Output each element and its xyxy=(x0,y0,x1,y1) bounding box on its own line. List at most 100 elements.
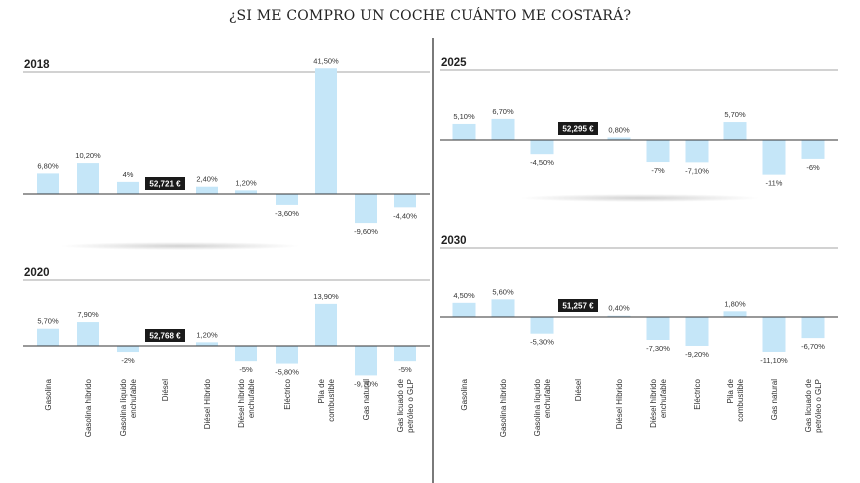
bar xyxy=(607,315,631,317)
bar xyxy=(196,342,218,346)
reference-price-box xyxy=(558,299,598,312)
data-label: -5,30% xyxy=(530,338,554,347)
chart-title: ¿SI ME COMPRO UN COCHE CUÁNTO ME COSTARÁ… xyxy=(228,8,632,24)
data-label: 5,10% xyxy=(453,112,475,121)
bar xyxy=(491,118,515,140)
data-label: -4,50% xyxy=(530,158,554,167)
data-label: -9,20% xyxy=(685,350,709,359)
bar xyxy=(77,322,99,346)
bar xyxy=(685,317,709,346)
data-label: -9,70% xyxy=(354,379,378,388)
bar xyxy=(530,140,554,155)
panel-year: 2025 xyxy=(441,57,467,69)
category-label: Gasolina líquido xyxy=(533,378,542,436)
reference-price-box xyxy=(145,177,185,190)
panel-shadow xyxy=(60,242,300,250)
data-label: -11% xyxy=(766,179,783,188)
category-label: Gasolina xyxy=(460,378,469,410)
bar xyxy=(452,123,476,140)
category-label: enchufable xyxy=(659,378,668,418)
category-label: Gasolina xyxy=(44,378,53,410)
bar xyxy=(801,140,825,159)
category-label: Pila de xyxy=(317,378,326,403)
data-label: -7,10% xyxy=(685,166,709,175)
data-label: 2,40% xyxy=(196,175,218,184)
category-label: Diésel Híbrido xyxy=(615,378,624,429)
data-label: 13,90% xyxy=(313,292,339,301)
bar xyxy=(530,317,554,334)
data-label: -7% xyxy=(651,166,665,175)
data-label: 0,80% xyxy=(608,125,630,134)
data-label: -5% xyxy=(239,365,253,374)
data-label: -5% xyxy=(398,365,412,374)
data-label: 6,70% xyxy=(492,107,514,116)
data-label: 1,20% xyxy=(235,178,257,187)
category-label: Diésel xyxy=(161,379,170,401)
bar xyxy=(762,317,786,352)
panel-2020: 2020 5,70% 7,90% -2% 1,20% -5% -5,80% 13,90% -9,… xyxy=(23,267,430,388)
reference-price: 52,295 € xyxy=(562,125,594,134)
bar xyxy=(723,122,747,140)
bar xyxy=(452,302,476,317)
reference-price: 52,721 € xyxy=(149,180,181,189)
reference-price-box xyxy=(145,329,185,342)
bar xyxy=(394,346,416,362)
bar xyxy=(196,186,218,194)
bar xyxy=(315,68,337,194)
data-label: 5,70% xyxy=(724,110,746,119)
category-label: Gasolina híbrido xyxy=(84,378,93,437)
data-label: -6% xyxy=(806,163,820,172)
data-label: 10,20% xyxy=(75,151,101,160)
bar xyxy=(117,346,139,353)
category-label: combustible xyxy=(736,378,745,421)
bar xyxy=(646,140,670,163)
data-label: -2% xyxy=(121,356,135,365)
bar xyxy=(607,137,631,140)
data-label: 0,40% xyxy=(608,304,630,313)
data-label: 5,70% xyxy=(37,317,59,326)
bar xyxy=(355,194,377,224)
data-label: -9,60% xyxy=(354,227,378,236)
category-label: Diésel híbrido xyxy=(237,378,246,427)
data-label: 6,80% xyxy=(37,161,59,170)
data-label: 1,20% xyxy=(196,330,218,339)
bar xyxy=(491,299,515,317)
panel-shadow xyxy=(520,194,760,202)
data-label: -4,40% xyxy=(393,211,417,220)
panel-year: 2018 xyxy=(24,59,50,71)
category-label: enchufable xyxy=(247,378,256,418)
category-label: Diésel híbrido xyxy=(649,378,658,427)
panel-2025: 2025 5,10% 6,70% -4,50% 0,80% -7% -7,10% 5,70% -… xyxy=(440,57,838,202)
panel-2018: 2018 6,80% 10,20% 4% 2,40% 1,20% -3,60% 41,50% -… xyxy=(23,56,430,250)
category-axis: Gasolina Gasolina híbrido Gasolina líquido… xyxy=(460,378,823,437)
category-label: petróleo o GLP xyxy=(406,379,415,433)
data-label: -3,60% xyxy=(275,209,299,218)
bar xyxy=(276,346,298,364)
category-label: Gas licuado de xyxy=(396,378,405,432)
data-label: -11,10% xyxy=(760,356,788,365)
reference-price: 51,257 € xyxy=(562,302,594,311)
data-label: 7,90% xyxy=(77,310,99,319)
data-label: 5,60% xyxy=(492,287,514,296)
bar xyxy=(77,163,99,194)
bar xyxy=(315,303,337,346)
data-label: 4% xyxy=(123,170,134,179)
category-label: petróleo o GLP xyxy=(814,379,823,433)
bar xyxy=(394,194,416,208)
bar xyxy=(37,328,59,346)
category-label: Gasolina líquido xyxy=(119,378,128,436)
category-label: enchufable xyxy=(543,378,552,418)
category-label: Gas licuado de xyxy=(804,378,813,432)
panel-2030: 2030 4,50% 5,60% -5,30% 0,40% -7,30% -9,20% 1,8… xyxy=(440,235,838,365)
reference-price: 52,768 € xyxy=(149,332,181,341)
category-label: combustible xyxy=(327,378,336,421)
category-label: Gas natural xyxy=(362,379,371,421)
bar xyxy=(235,190,257,194)
bar xyxy=(723,311,747,317)
bar xyxy=(685,140,709,163)
category-label: Diésel xyxy=(574,379,583,401)
category-label: Gas natural xyxy=(770,379,779,421)
data-label: 41,50% xyxy=(313,56,339,65)
bar xyxy=(117,181,139,194)
